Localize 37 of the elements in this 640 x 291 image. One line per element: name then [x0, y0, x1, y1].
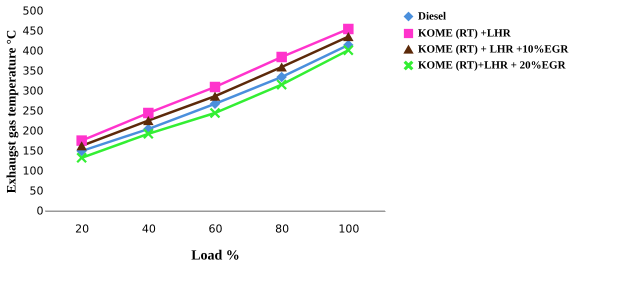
point — [210, 108, 220, 118]
y-tick-label: 100 — [22, 164, 44, 178]
point — [143, 116, 154, 126]
legend-label: KOME (RT)+LHR + 20%EGR — [418, 60, 567, 72]
point — [343, 32, 354, 42]
legend-label: KOME (RT) + LHR +10%EGR — [418, 44, 570, 56]
legend-label: Diesel — [418, 10, 446, 22]
y-tick-label: 150 — [22, 144, 44, 158]
point — [76, 141, 87, 150]
point — [143, 128, 154, 140]
x-tick-label: 80 — [275, 222, 290, 236]
y-tick-label: 200 — [22, 124, 44, 138]
y-tick-label: 300 — [22, 84, 44, 98]
y-tick-label: 250 — [22, 104, 44, 118]
y-tick-label: 50 — [30, 184, 44, 198]
x-axis-title: Load % — [191, 248, 240, 264]
y-axis-title: Exhaugst gas temperature °C — [4, 30, 19, 194]
point — [276, 79, 287, 90]
y-tick-label: 350 — [22, 64, 44, 78]
point — [143, 108, 154, 118]
y-tick-label: 450 — [22, 24, 44, 38]
point — [276, 52, 287, 62]
x-tick-label: 20 — [75, 222, 90, 236]
point — [210, 82, 220, 92]
x-tick-label: 100 — [338, 222, 360, 236]
y-tick-label: 500 — [22, 4, 44, 18]
x-tick-label: 40 — [142, 222, 156, 236]
x-tick-label: 60 — [208, 222, 222, 236]
point — [343, 24, 354, 34]
point — [276, 62, 287, 72]
legend-label: KOME (RT) +LHR — [418, 28, 512, 40]
y-tick-label: 400 — [22, 44, 44, 58]
point — [76, 152, 87, 164]
point — [343, 44, 354, 56]
point — [276, 72, 287, 82]
point — [210, 92, 220, 101]
y-tick-label: 0 — [36, 204, 44, 218]
